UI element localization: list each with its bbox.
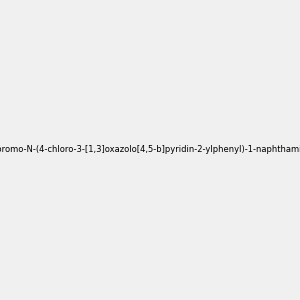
Text: 5-bromo-N-(4-chloro-3-[1,3]oxazolo[4,5-b]pyridin-2-ylphenyl)-1-naphthamide: 5-bromo-N-(4-chloro-3-[1,3]oxazolo[4,5-b… bbox=[0, 146, 300, 154]
